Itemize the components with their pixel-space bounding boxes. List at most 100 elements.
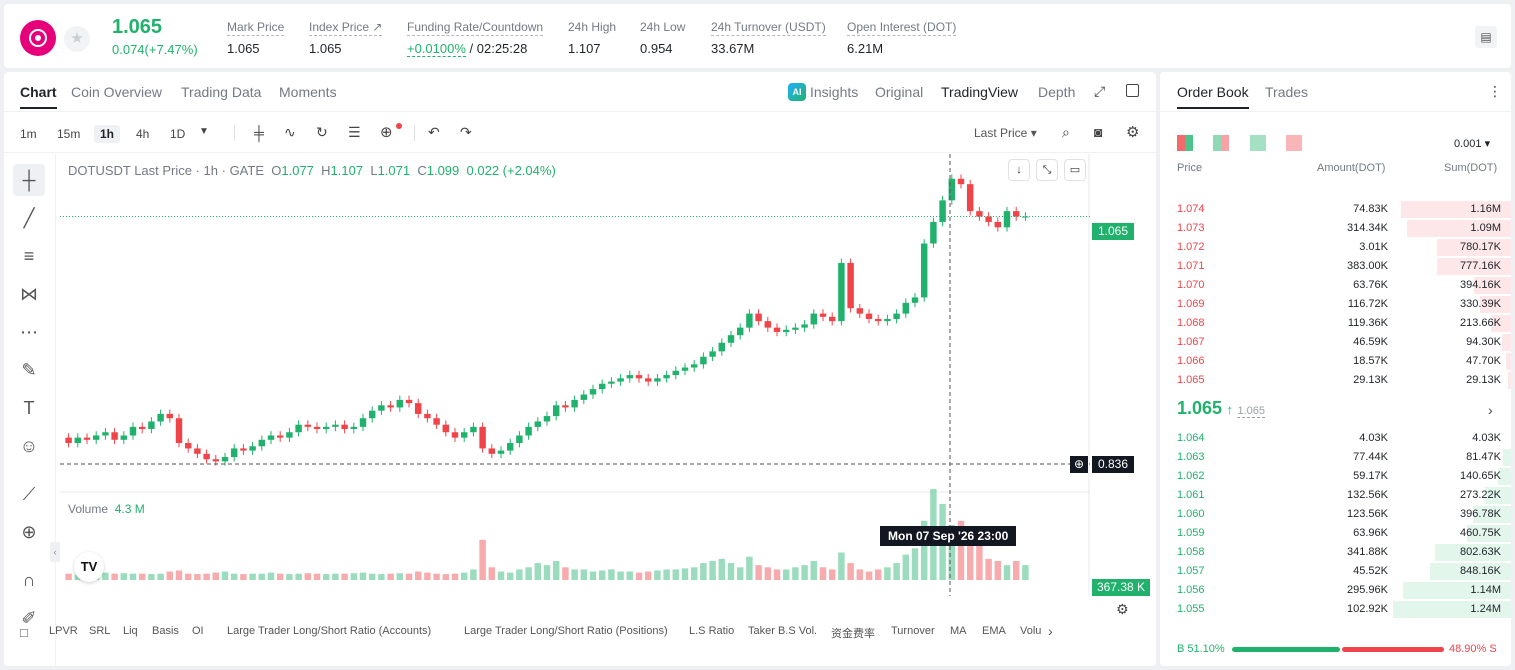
indicator-11[interactable]: MA bbox=[950, 625, 967, 637]
order-book-row[interactable]: 1.069 116.72K 330.39K bbox=[1160, 295, 1511, 314]
template-icon[interactable]: ☰ bbox=[348, 124, 361, 140]
order-book-row[interactable]: 1.074 74.83K 1.16M bbox=[1160, 200, 1511, 219]
undo-icon[interactable]: ↶ bbox=[428, 124, 440, 140]
expand-icon[interactable]: ⤢ bbox=[1094, 83, 1106, 99]
fib-icon[interactable]: ⋯ bbox=[20, 322, 38, 342]
view-tradingview[interactable]: TradingView bbox=[941, 84, 1019, 100]
add-alert-icon[interactable]: ⊕ bbox=[380, 124, 393, 141]
stat-index-price[interactable]: Index Price ↗ 1.065 bbox=[309, 20, 383, 56]
order-book-row[interactable]: 1.061 132.56K 273.22K bbox=[1160, 486, 1511, 505]
volume-bar bbox=[847, 563, 854, 580]
crosshair-icon[interactable]: ┼ bbox=[13, 164, 45, 196]
order-book-row[interactable]: 1.065 29.13K 29.13K bbox=[1160, 371, 1511, 390]
indicators-icon[interactable]: ∿ bbox=[284, 124, 296, 140]
order-book-row[interactable]: 1.063 77.44K 81.47K bbox=[1160, 448, 1511, 467]
order-book-row[interactable]: 1.060 123.56K 396.78K bbox=[1160, 505, 1511, 524]
indicator-7[interactable]: L.S Ratio bbox=[689, 625, 735, 637]
interval-1d[interactable]: 1D bbox=[170, 127, 186, 141]
camera-icon[interactable]: ◙ bbox=[1094, 124, 1103, 140]
mid-price[interactable]: 1.065 ↑ 1.065 bbox=[1177, 398, 1265, 419]
interval-4h[interactable]: 4h bbox=[136, 127, 150, 141]
horizontal-lines-icon[interactable]: ≡ bbox=[23, 246, 35, 266]
indicator-1[interactable]: SRL bbox=[89, 625, 111, 637]
order-book-row[interactable]: 1.056 295.96K 1.14M bbox=[1160, 581, 1511, 600]
view-both-icon[interactable] bbox=[1177, 135, 1193, 151]
favorite-star-icon[interactable]: ★ bbox=[64, 26, 90, 52]
brush-icon[interactable]: ✎ bbox=[21, 360, 37, 380]
sell-ratio: 48.90% S bbox=[1449, 643, 1497, 655]
indicator-5[interactable]: Large Trader Long/Short Ratio (Accounts) bbox=[227, 625, 432, 637]
candle-type-icon[interactable]: ╪ bbox=[254, 125, 264, 141]
interval-1h[interactable]: 1h bbox=[94, 125, 121, 143]
stat-funding-rate[interactable]: Funding Rate/Countdown +0.0100% / 02:25:2… bbox=[407, 20, 544, 57]
order-book-row[interactable]: 1.064 4.03K 4.03K bbox=[1160, 429, 1511, 448]
precision-select[interactable]: 0.001 ▾ bbox=[1454, 138, 1491, 150]
ruler-icon[interactable]: ⟋ bbox=[22, 484, 36, 504]
text-icon[interactable]: T bbox=[23, 398, 35, 418]
more-menu-icon[interactable]: ⋮ bbox=[1488, 83, 1502, 99]
book-icon[interactable]: ▤ bbox=[1475, 26, 1497, 48]
order-book-row[interactable]: 1.068 119.36K 213.66K bbox=[1160, 314, 1511, 333]
view-asks-icon[interactable] bbox=[1286, 135, 1302, 151]
order-book-row[interactable]: 1.059 63.96K 460.75K bbox=[1160, 524, 1511, 543]
price-type-select[interactable]: Last Price ▾ bbox=[974, 126, 1037, 140]
order-book-row[interactable]: 1.070 63.76K 394.16K bbox=[1160, 276, 1511, 295]
lock-drawing-icon[interactable]: ✐ bbox=[21, 608, 37, 628]
tab-moments[interactable]: Moments bbox=[279, 84, 337, 100]
tab-trades[interactable]: Trades bbox=[1265, 84, 1309, 100]
order-book-row[interactable]: 1.067 46.59K 94.30K bbox=[1160, 333, 1511, 352]
compare-icon[interactable]: ↻ bbox=[316, 124, 328, 140]
order-book-row[interactable]: 1.066 18.57K 47.70K bbox=[1160, 352, 1511, 371]
pattern-icon[interactable]: ⋈ bbox=[20, 284, 38, 304]
indicator-scroll-right-icon[interactable]: › bbox=[1048, 623, 1053, 639]
tab-chart[interactable]: Chart bbox=[20, 84, 57, 109]
add-order-icon[interactable]: ⊕ bbox=[1070, 456, 1088, 473]
order-book-row[interactable]: 1.055 102.92K 1.24M bbox=[1160, 600, 1511, 619]
view-depth[interactable]: Depth bbox=[1038, 84, 1076, 100]
trendline-icon[interactable]: ╱ bbox=[23, 208, 35, 228]
indicator-2[interactable]: Liq bbox=[123, 625, 138, 637]
tab-coin-overview[interactable]: Coin Overview bbox=[71, 84, 163, 100]
indicator-9[interactable]: 资金费率 bbox=[831, 628, 875, 640]
interval-1m[interactable]: 1m bbox=[20, 127, 37, 141]
view-original[interactable]: Original bbox=[875, 84, 924, 100]
toggle-view-icon[interactable]: ▭ bbox=[1064, 159, 1086, 181]
indicator-8[interactable]: Taker B.S Vol. bbox=[748, 625, 818, 637]
view-insights[interactable]: Insights bbox=[810, 84, 859, 100]
view-bids-asks-icon[interactable] bbox=[1213, 135, 1229, 151]
view-bids-icon[interactable] bbox=[1250, 135, 1266, 151]
candlestick-chart[interactable]: 1.1001.0501.0000.9500.8990.8494 M2 M212:… bbox=[60, 154, 1090, 596]
emoji-icon[interactable]: ☺ bbox=[19, 436, 39, 456]
stat-mark-price[interactable]: Mark Price 1.065 bbox=[227, 20, 285, 56]
scroll-down-icon[interactable]: ↓ bbox=[1008, 159, 1030, 181]
indicator-scroll-left-icon[interactable]: □ bbox=[20, 625, 28, 640]
search-icon[interactable]: ⌕ bbox=[1062, 124, 1070, 140]
zoom-in-icon[interactable]: ⊕ bbox=[21, 522, 37, 542]
order-book-row[interactable]: 1.058 341.88K 802.63K bbox=[1160, 543, 1511, 562]
redo-icon[interactable]: ↷ bbox=[460, 124, 472, 140]
order-book-row[interactable]: 1.072 3.01K 780.17K bbox=[1160, 238, 1511, 257]
tab-order-book[interactable]: Order Book bbox=[1177, 84, 1249, 109]
window-icon[interactable] bbox=[1126, 84, 1139, 97]
indicator-12[interactable]: EMA bbox=[982, 625, 1006, 637]
order-book-row[interactable]: 1.057 45.52K 848.16K bbox=[1160, 562, 1511, 581]
interval-dropdown-icon[interactable]: ▼ bbox=[199, 126, 209, 137]
indicator-10[interactable]: Turnover bbox=[891, 625, 935, 637]
collapse-toolbar-icon[interactable]: ‹ bbox=[50, 542, 60, 562]
order-book-row[interactable]: 1.073 314.34K 1.09M bbox=[1160, 219, 1511, 238]
indicator-13[interactable]: Volu bbox=[1020, 625, 1042, 637]
interval-15m[interactable]: 15m bbox=[57, 127, 81, 141]
tab-trading-data[interactable]: Trading Data bbox=[181, 84, 262, 100]
settings-gear-icon[interactable]: ⚙ bbox=[1126, 124, 1140, 141]
indicator-4[interactable]: OI bbox=[192, 625, 204, 637]
indicator-6[interactable]: Large Trader Long/Short Ratio (Positions… bbox=[464, 625, 668, 637]
indicator-0[interactable]: LPVR bbox=[49, 625, 78, 637]
order-book-row[interactable]: 1.062 59.17K 140.65K bbox=[1160, 467, 1511, 486]
chevron-right-icon[interactable]: › bbox=[1488, 402, 1493, 418]
magnet-icon[interactable]: ∩ bbox=[22, 570, 36, 590]
collapse-icon[interactable]: ⤡ bbox=[1036, 159, 1058, 181]
indicator-3[interactable]: Basis bbox=[152, 625, 179, 637]
order-book-row[interactable]: 1.071 383.00K 777.16K bbox=[1160, 257, 1511, 276]
chart-settings-icon[interactable]: ⚙ bbox=[1116, 601, 1129, 617]
volume-bar bbox=[240, 574, 247, 580]
